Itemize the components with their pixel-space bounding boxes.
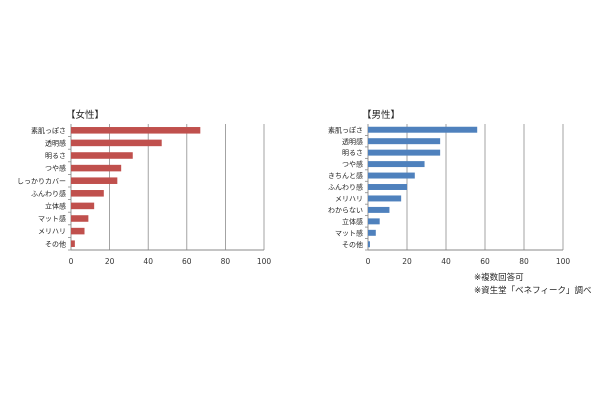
x-tick-label: 0 bbox=[366, 257, 371, 266]
category-label: マット感 bbox=[335, 228, 363, 237]
category-label: わからない bbox=[328, 207, 363, 215]
category-label: つや感 bbox=[45, 164, 66, 173]
bar bbox=[368, 206, 390, 213]
bar bbox=[368, 149, 441, 156]
category-label: 立体感 bbox=[45, 202, 66, 211]
bar bbox=[368, 229, 376, 236]
category-label: 透明感 bbox=[342, 137, 363, 146]
chart-female: 【女性】 0 20 40 60 80 100 素肌っぽさ透明感明るさつや感しっかりカバーふんわ… bbox=[17, 109, 271, 266]
category-label: 素肌っぽさ bbox=[328, 125, 363, 134]
bar bbox=[368, 172, 415, 179]
bar bbox=[71, 127, 201, 134]
x-tick-label: 20 bbox=[402, 257, 412, 266]
x-tick-label: 40 bbox=[441, 257, 451, 266]
x-tick-label: 80 bbox=[519, 257, 529, 266]
category-label: メリハリ bbox=[38, 228, 66, 236]
x-tick-label: 60 bbox=[182, 257, 192, 266]
chart-male: 【男性】 0 20 40 60 80 100 素肌っぽさ透明感明るさつや感きちんと感ふんわり感… bbox=[328, 109, 570, 266]
category-label: 素肌っぽさ bbox=[31, 126, 66, 135]
x-tick-label: 20 bbox=[105, 257, 115, 266]
bar bbox=[71, 215, 89, 222]
bar bbox=[368, 138, 441, 145]
x-tick-label: 100 bbox=[257, 257, 272, 266]
category-label: 立体感 bbox=[342, 217, 363, 226]
x-tick-label: 0 bbox=[69, 257, 74, 266]
bar bbox=[368, 195, 402, 202]
category-label: 透明感 bbox=[45, 139, 66, 148]
bar bbox=[71, 152, 133, 159]
category-label: しっかりカバー bbox=[17, 177, 66, 185]
category-label: その他 bbox=[342, 240, 363, 249]
chart-title: 【男性】 bbox=[362, 109, 400, 121]
bar bbox=[71, 177, 118, 184]
bar bbox=[71, 202, 95, 210]
bar bbox=[368, 184, 407, 190]
category-label: 明るさ bbox=[342, 149, 363, 157]
x-tick-label: 40 bbox=[143, 257, 153, 266]
category-label: メリハリ bbox=[335, 195, 363, 203]
category-label: 明るさ bbox=[45, 152, 66, 160]
x-tick-label: 100 bbox=[556, 257, 571, 266]
category-label: その他 bbox=[45, 239, 66, 248]
bar bbox=[71, 227, 85, 235]
bar bbox=[71, 240, 75, 247]
x-tick-label: 60 bbox=[480, 257, 490, 266]
x-tick-label: 80 bbox=[221, 257, 231, 266]
category-label: ふんわり感 bbox=[328, 183, 363, 192]
bar bbox=[71, 190, 104, 197]
chart-title: 【女性】 bbox=[66, 109, 104, 121]
bar bbox=[368, 218, 380, 225]
bar bbox=[368, 126, 478, 133]
bar bbox=[368, 161, 425, 168]
bar bbox=[71, 164, 122, 172]
category-label: つや感 bbox=[342, 160, 363, 169]
category-label: ふんわり感 bbox=[31, 189, 66, 198]
note-source: ※資生堂「ベネフィーク」調べ bbox=[474, 286, 592, 296]
category-label: きちんと感 bbox=[328, 171, 363, 180]
bar bbox=[368, 241, 370, 248]
bar bbox=[71, 139, 162, 147]
note-multiple-answers: ※複数回答可 bbox=[474, 273, 524, 283]
category-label: マット感 bbox=[38, 214, 66, 223]
